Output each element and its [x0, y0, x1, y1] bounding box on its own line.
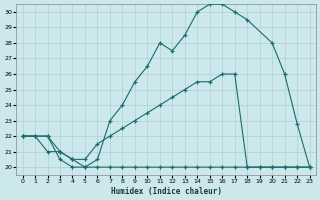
X-axis label: Humidex (Indice chaleur): Humidex (Indice chaleur) — [111, 187, 221, 196]
